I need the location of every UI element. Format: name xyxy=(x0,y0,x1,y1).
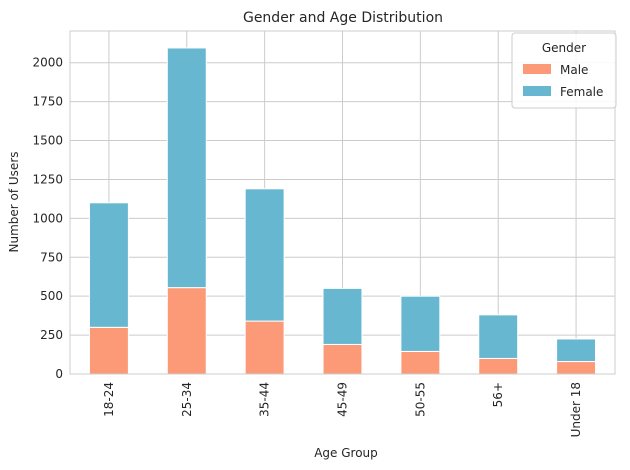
x-tick-label: Under 18 xyxy=(569,382,583,437)
bar-male-4 xyxy=(400,350,441,375)
bar-male-2 xyxy=(244,320,285,375)
legend-swatch-female xyxy=(523,86,551,96)
bar-male-3 xyxy=(322,343,363,375)
y-tick-label: 0 xyxy=(55,367,63,381)
y-tick-label: 1500 xyxy=(32,134,63,148)
bar-female-0 xyxy=(88,202,129,328)
y-tick-label: 500 xyxy=(40,289,63,303)
y-tick-label: 2000 xyxy=(32,56,63,70)
x-tick-label: 45-49 xyxy=(336,382,350,417)
bar-female-6 xyxy=(556,338,597,363)
x-tick-label: 50-55 xyxy=(413,382,427,417)
bar-male-1 xyxy=(166,287,207,375)
legend: Gender Male Female xyxy=(511,32,617,109)
legend-swatch-male xyxy=(523,64,551,74)
y-tick-label: 1250 xyxy=(32,172,63,186)
x-axis-label: Age Group xyxy=(314,446,378,460)
y-tick-label: 250 xyxy=(40,328,63,342)
y-tick-label: 1750 xyxy=(32,95,63,109)
bar-female-4 xyxy=(400,295,441,352)
x-tick-label: 35-44 xyxy=(258,382,272,417)
legend-entries: Male Female xyxy=(523,63,603,99)
bar-female-5 xyxy=(478,314,519,359)
bar-female-2 xyxy=(244,188,285,322)
bar-male-6 xyxy=(556,361,597,375)
y-tick-label: 1000 xyxy=(32,211,63,225)
x-tick-label: 56+ xyxy=(491,382,505,407)
legend-title: Gender xyxy=(542,41,586,55)
y-axis-label: Number of Users xyxy=(7,151,21,252)
x-tick-label: 18-24 xyxy=(102,382,116,417)
bar-female-3 xyxy=(322,287,363,345)
bar-male-0 xyxy=(88,326,129,375)
legend-label-male: Male xyxy=(560,63,588,77)
bar-female-1 xyxy=(166,47,207,289)
legend-label-female: Female xyxy=(560,85,603,99)
y-tick-label: 750 xyxy=(40,250,63,264)
chart-title: Gender and Age Distribution xyxy=(243,10,443,26)
bar-male-5 xyxy=(478,357,519,375)
plot-frame xyxy=(69,30,616,375)
x-tick-label: 25-34 xyxy=(180,382,194,417)
